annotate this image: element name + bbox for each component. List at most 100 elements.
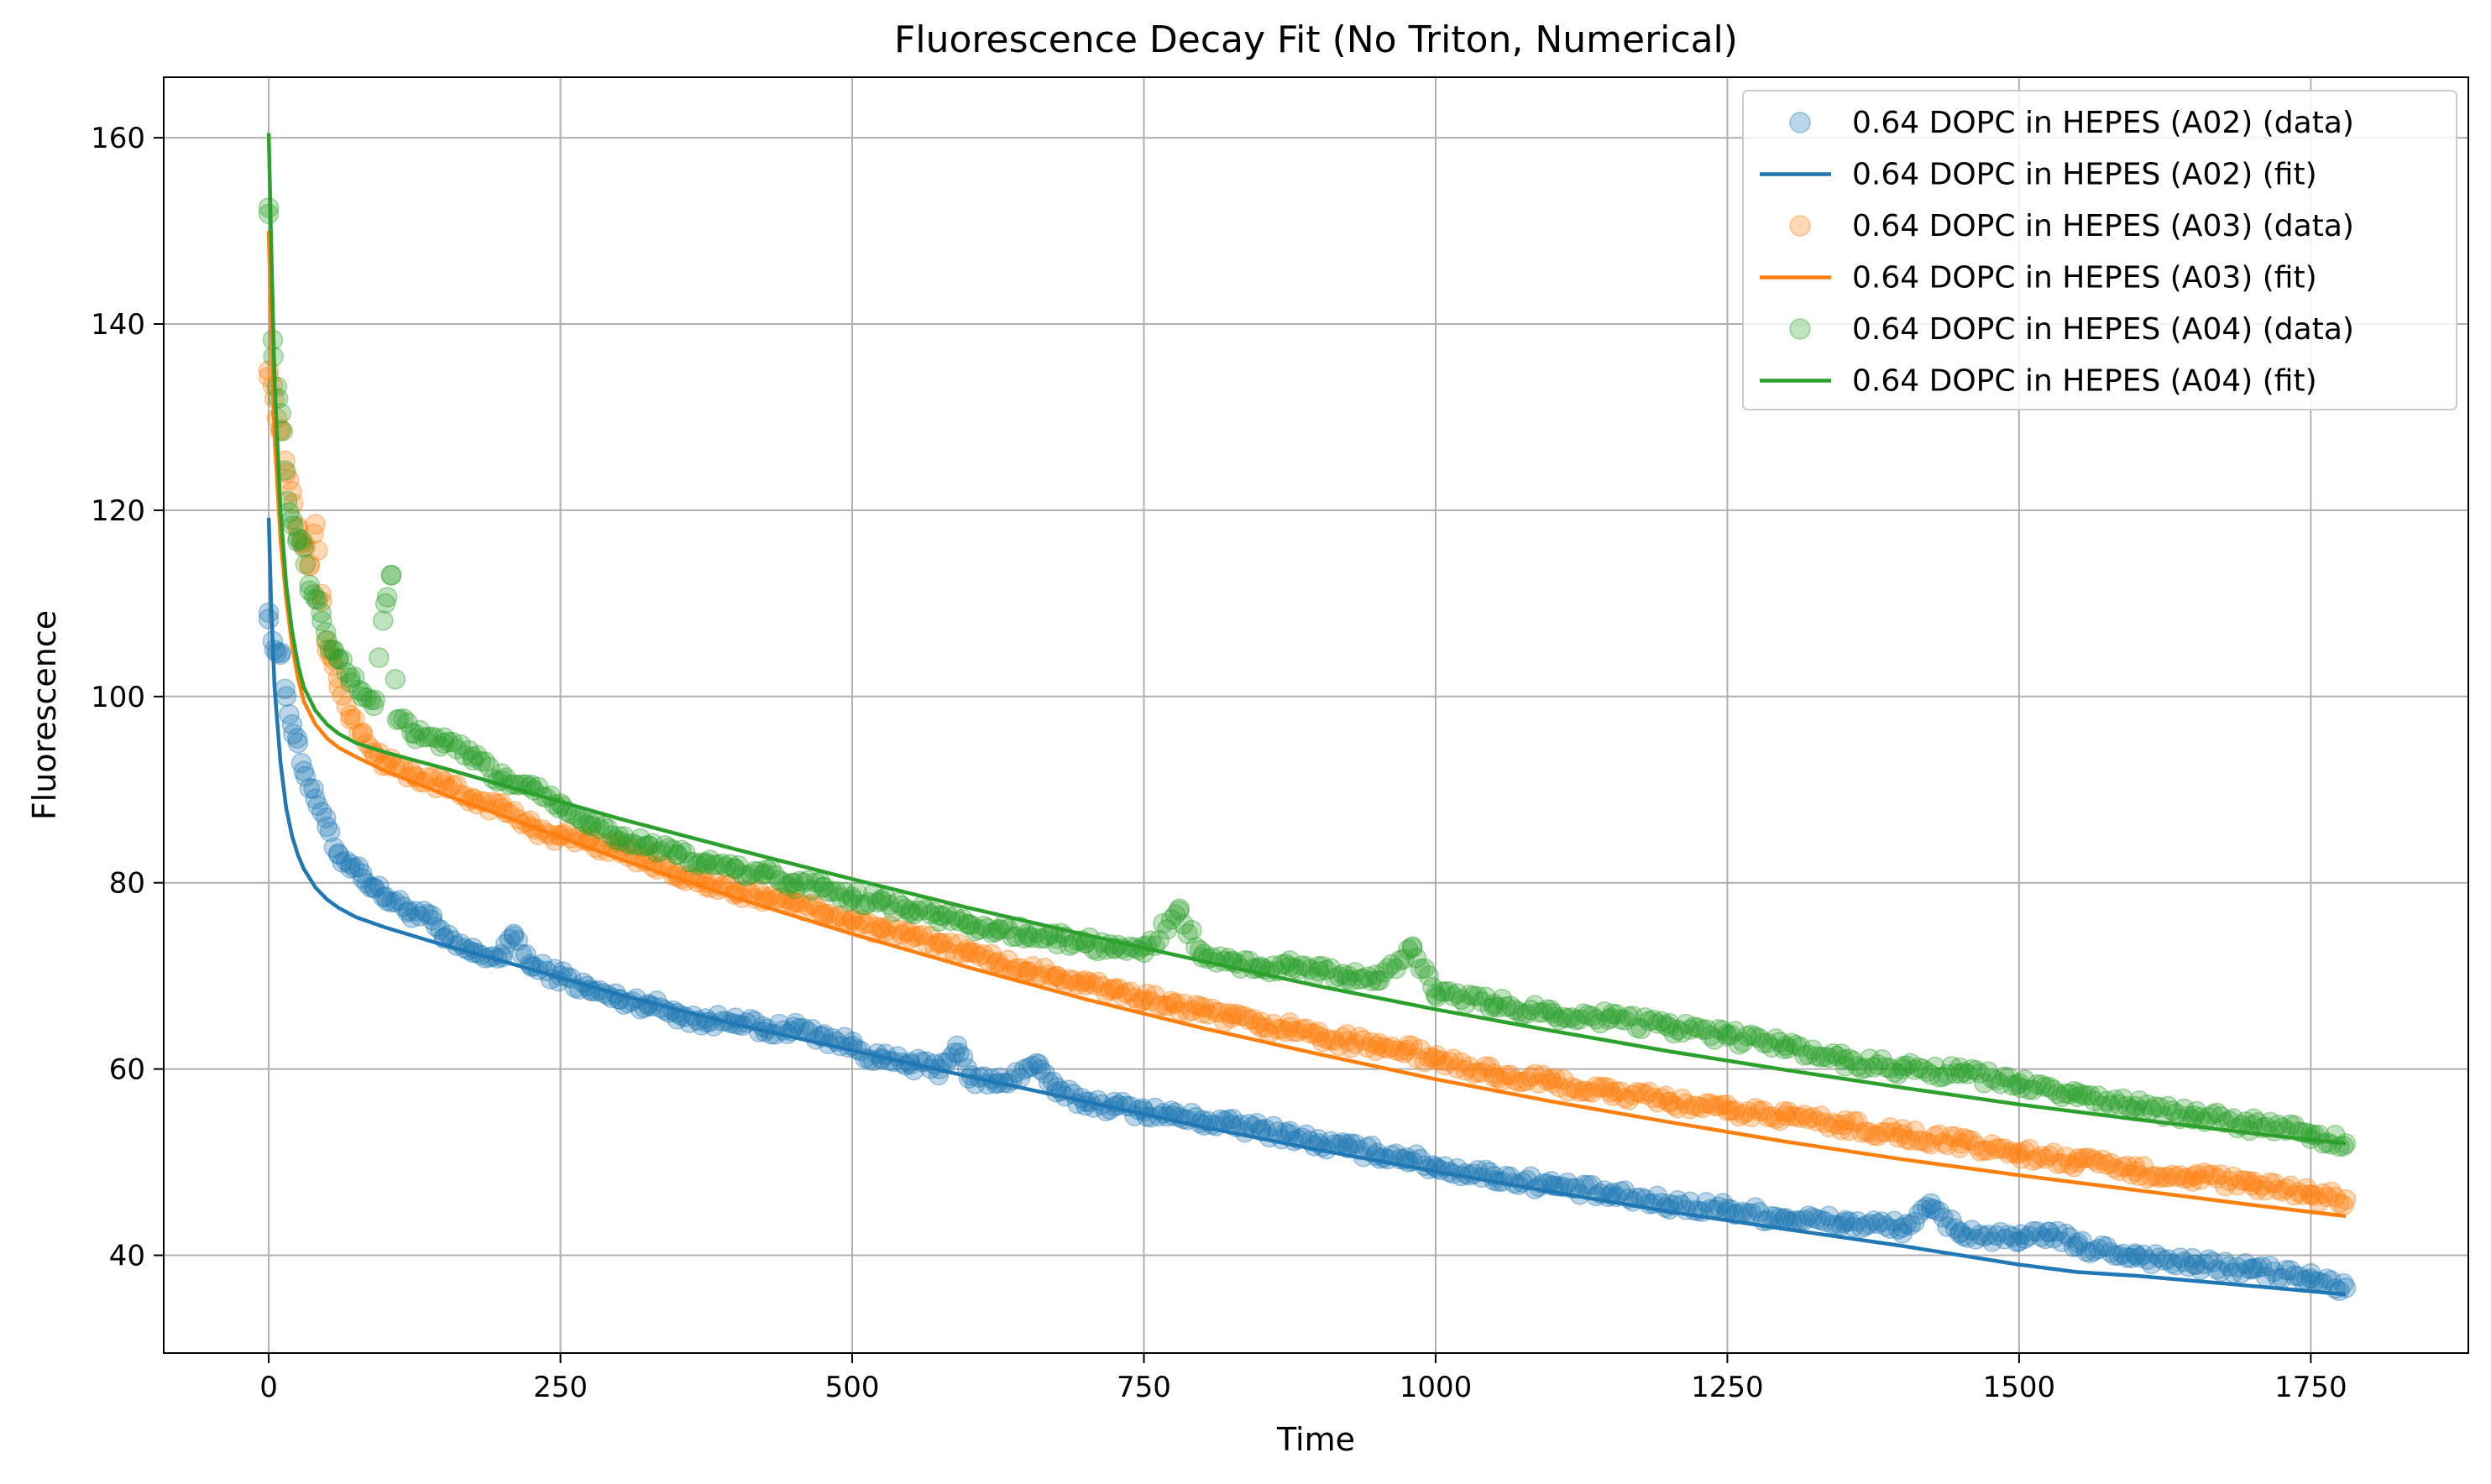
data-point bbox=[2312, 1183, 2334, 1204]
x-tick-label: 250 bbox=[533, 1371, 588, 1404]
data-point bbox=[875, 921, 896, 942]
data-point bbox=[1340, 1133, 1362, 1154]
data-point bbox=[470, 750, 492, 772]
data-point bbox=[1887, 1219, 1909, 1240]
data-point bbox=[2214, 1175, 2236, 1197]
data-point bbox=[1883, 1062, 1905, 1083]
data-point bbox=[380, 565, 402, 586]
data-point bbox=[2104, 1245, 2126, 1266]
data-point bbox=[916, 933, 937, 954]
data-point bbox=[1834, 1210, 1856, 1231]
data-point bbox=[2243, 1171, 2264, 1193]
data-point bbox=[283, 493, 304, 514]
data-point bbox=[360, 877, 381, 898]
data-point bbox=[2047, 1153, 2069, 1174]
data-point bbox=[1083, 938, 1104, 960]
data-point bbox=[1950, 1221, 1971, 1243]
data-point bbox=[1986, 1225, 2007, 1246]
data-point bbox=[1042, 966, 1064, 988]
data-point bbox=[328, 844, 349, 865]
data-point bbox=[1569, 1081, 1590, 1102]
legend-box bbox=[1742, 90, 2457, 410]
data-point bbox=[2124, 1156, 2146, 1178]
data-point bbox=[1484, 1063, 1505, 1084]
data-point bbox=[621, 833, 643, 854]
data-point bbox=[2316, 1186, 2338, 1208]
data-point bbox=[281, 713, 303, 735]
data-point bbox=[2010, 1224, 2032, 1246]
data-point bbox=[855, 913, 876, 934]
data-point bbox=[634, 836, 655, 857]
data-point bbox=[946, 1035, 968, 1057]
data-point bbox=[667, 844, 688, 865]
data-point bbox=[789, 892, 810, 913]
data-point bbox=[1059, 969, 1080, 990]
data-point bbox=[2165, 1166, 2187, 1188]
scatter-series-2 bbox=[258, 360, 2357, 1216]
data-point bbox=[1880, 1117, 1901, 1138]
data-point bbox=[1311, 1032, 1333, 1053]
legend-label: 0.64 DOPC in HEPES (A03) (data) bbox=[1852, 209, 2354, 243]
data-point bbox=[958, 914, 980, 935]
data-point bbox=[2157, 1095, 2179, 1117]
data-point bbox=[1430, 981, 1452, 1002]
data-point bbox=[1103, 978, 1125, 999]
data-point bbox=[1153, 912, 1174, 934]
data-point bbox=[1353, 968, 1374, 990]
data-point bbox=[841, 909, 863, 931]
data-point bbox=[2006, 1074, 2028, 1095]
data-point bbox=[1075, 975, 1096, 996]
data-point bbox=[1581, 1006, 1603, 1027]
data-point bbox=[2145, 1165, 2166, 1187]
data-point bbox=[1990, 1221, 2011, 1243]
data-point bbox=[454, 745, 475, 766]
data-point bbox=[678, 851, 700, 873]
data-point bbox=[1810, 1105, 1831, 1126]
data-point bbox=[1679, 1019, 1701, 1040]
data-point bbox=[1160, 990, 1182, 1012]
data-point bbox=[421, 905, 442, 926]
data-point bbox=[2251, 1256, 2273, 1278]
data-point bbox=[2080, 1147, 2101, 1169]
data-point bbox=[1250, 1016, 1271, 1037]
data-point bbox=[2043, 1227, 2064, 1249]
data-point bbox=[1279, 1016, 1300, 1037]
data-point bbox=[1892, 1055, 1913, 1077]
data-point bbox=[614, 836, 635, 858]
data-point bbox=[2206, 1102, 2227, 1124]
data-point bbox=[1451, 989, 1472, 1011]
data-point bbox=[2023, 1220, 2044, 1242]
data-point bbox=[822, 880, 843, 902]
data-point bbox=[2137, 1168, 2159, 1189]
data-point bbox=[1157, 918, 1178, 940]
data-point bbox=[1385, 958, 1406, 980]
data-point bbox=[2067, 1232, 2089, 1253]
data-point bbox=[1675, 1093, 1697, 1115]
data-point bbox=[1136, 983, 1158, 1005]
data-point bbox=[1622, 1006, 1644, 1027]
data-point bbox=[1520, 999, 1541, 1021]
data-point bbox=[1777, 1101, 1798, 1122]
data-point bbox=[1116, 982, 1137, 1004]
data-point bbox=[1410, 1038, 1431, 1060]
data-point bbox=[1367, 969, 1388, 991]
data-point bbox=[1646, 1013, 1668, 1034]
data-point bbox=[929, 933, 950, 954]
data-point bbox=[829, 887, 851, 908]
data-point bbox=[1006, 1062, 1027, 1083]
data-point bbox=[2185, 1100, 2207, 1122]
data-point bbox=[2149, 1247, 2170, 1268]
data-point bbox=[2031, 1145, 2052, 1167]
data-point bbox=[356, 873, 378, 894]
data-point bbox=[699, 849, 720, 870]
data-point bbox=[2038, 1145, 2060, 1167]
data-point bbox=[1191, 1002, 1213, 1024]
data-point bbox=[1361, 1135, 1382, 1157]
data-point bbox=[1892, 1124, 1913, 1145]
data-point bbox=[1851, 1217, 1872, 1239]
data-point bbox=[1034, 958, 1055, 979]
data-point bbox=[1295, 1018, 1316, 1039]
data-point bbox=[2169, 1247, 2190, 1268]
data-point bbox=[1724, 1021, 1745, 1042]
data-point bbox=[2071, 1148, 2093, 1169]
